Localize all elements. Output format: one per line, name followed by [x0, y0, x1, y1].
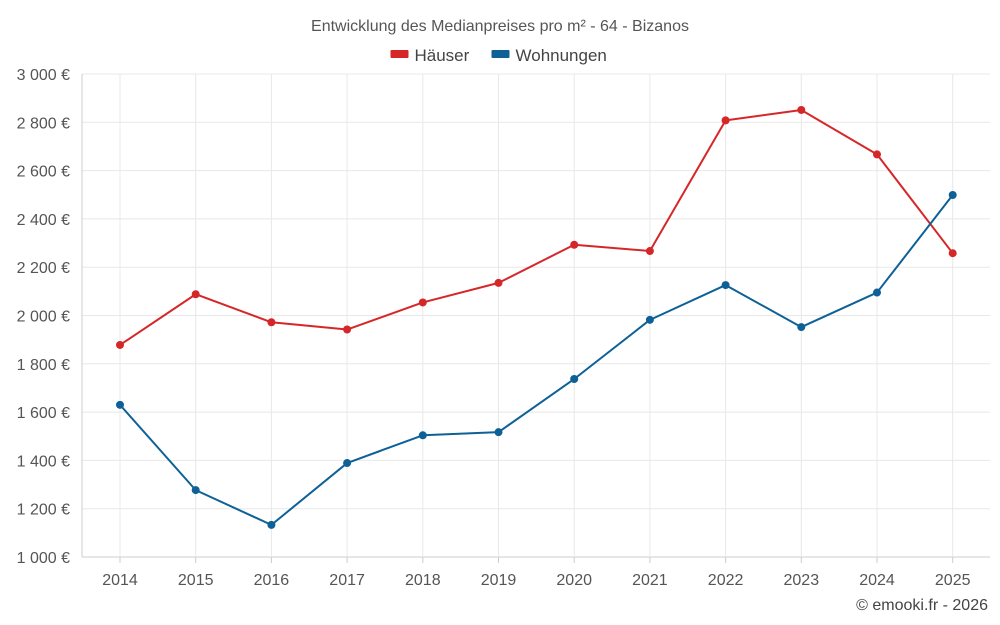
data-point[interactable]	[267, 520, 276, 529]
legend-item-wohnungen[interactable]: Wohnungen	[491, 46, 607, 65]
x-tick-label: 2025	[935, 572, 971, 589]
data-point[interactable]	[948, 190, 957, 199]
data-point[interactable]	[267, 318, 276, 327]
data-point[interactable]	[873, 150, 881, 159]
x-tick-label: 2020	[556, 572, 592, 589]
data-point[interactable]	[494, 428, 503, 437]
x-tick-label: 2015	[178, 572, 214, 589]
legend-swatch	[491, 50, 510, 58]
data-point[interactable]	[191, 290, 200, 299]
chart-title: Entwicklung des Medianpreises pro m² - 6…	[311, 18, 689, 35]
x-tick-label: 2017	[329, 572, 365, 589]
legend-label: Wohnungen	[516, 46, 607, 65]
legend-swatch	[390, 50, 409, 58]
x-tick-label: 2021	[632, 572, 668, 589]
data-point[interactable]	[721, 281, 730, 290]
data-point[interactable]	[116, 400, 124, 409]
series-line-wohnungen	[119, 194, 954, 526]
data-point[interactable]	[570, 375, 579, 384]
series-group	[116, 105, 957, 529]
y-tick-label: 1 400 €	[17, 453, 70, 470]
y-tick-label: 2 200 €	[17, 260, 70, 277]
y-axis: 1 000 € 1 200 € 1 400 € 1 600 € 1 800 € 2 000…	[17, 67, 70, 567]
y-tick-label: 2 800 €	[17, 115, 70, 132]
y-tick-label: 2 400 €	[17, 212, 70, 229]
y-tick-label: 1 000 €	[17, 550, 70, 567]
x-axis: 2014 2015 2016 2017 2018 2019 2020 2021 2022 2023…	[102, 572, 970, 589]
data-point[interactable]	[797, 105, 806, 114]
data-point[interactable]	[645, 247, 654, 256]
y-tick-label: 1 200 €	[17, 502, 70, 519]
data-point[interactable]	[570, 240, 579, 249]
data-point[interactable]	[721, 116, 730, 125]
data-point[interactable]	[494, 278, 503, 287]
x-tick-label: 2014	[102, 572, 138, 589]
legend-label: Häuser	[415, 46, 470, 65]
x-tick-label: 2022	[708, 572, 744, 589]
series-line-häuser	[119, 108, 954, 346]
data-point[interactable]	[645, 315, 654, 324]
data-point[interactable]	[948, 249, 957, 258]
y-tick-label: 1 600 €	[17, 405, 70, 422]
y-tick-label: 2 600 €	[17, 164, 70, 181]
data-point[interactable]	[116, 340, 124, 349]
data-point[interactable]	[343, 325, 352, 334]
y-tick-label: 2 000 €	[17, 309, 70, 326]
data-point[interactable]	[418, 298, 427, 307]
data-point[interactable]	[873, 288, 881, 297]
x-tick-label: 2024	[859, 572, 895, 589]
copyright-footer: © emooki.fr - 2026	[856, 597, 988, 614]
grid	[81, 73, 990, 563]
y-tick-label: 1 800 €	[17, 357, 70, 374]
data-point[interactable]	[343, 459, 352, 468]
legend-item-häuser[interactable]: Häuser	[390, 46, 470, 65]
data-point[interactable]	[191, 486, 200, 495]
y-tick-label: 3 000 €	[17, 67, 70, 84]
x-tick-label: 2023	[784, 572, 820, 589]
x-tick-label: 2018	[405, 572, 441, 589]
data-point[interactable]	[797, 323, 806, 332]
legend[interactable]: Häuser Wohnungen	[390, 46, 607, 65]
x-tick-label: 2016	[254, 572, 290, 589]
x-tick-label: 2019	[481, 572, 517, 589]
data-point[interactable]	[418, 431, 427, 440]
